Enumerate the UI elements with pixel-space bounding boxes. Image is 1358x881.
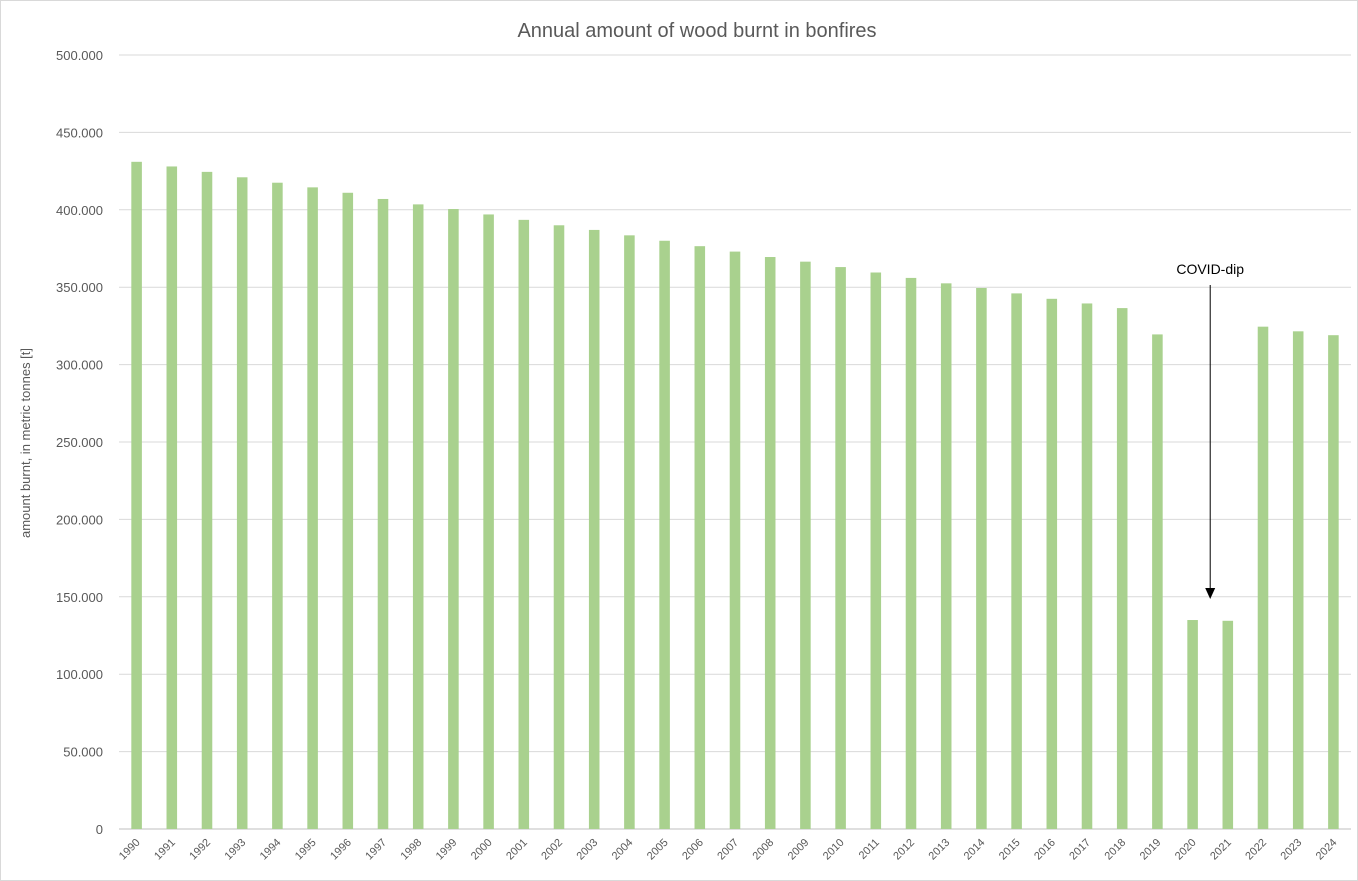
annotation-arrowhead	[1205, 588, 1216, 600]
bar-1995	[307, 187, 318, 829]
bar-1994	[272, 182, 283, 829]
y-tick-label: 400.000	[56, 203, 103, 218]
x-tick-label: 2006	[680, 837, 706, 863]
bar-2000	[483, 214, 494, 830]
x-tick-label: 2005	[645, 837, 671, 863]
x-tick-label: 2004	[610, 837, 636, 863]
bar-2012	[905, 277, 917, 829]
bar-2016	[1046, 298, 1058, 829]
bar-2011	[870, 272, 882, 829]
y-tick-label: 300.000	[56, 358, 103, 373]
x-tick-label: 2007	[715, 837, 741, 863]
bar-2021	[1222, 620, 1234, 829]
bar-1993	[236, 177, 248, 830]
x-tick-label: 2003	[575, 837, 601, 863]
bar-2009	[800, 261, 811, 830]
x-tick-label: 2008	[751, 837, 777, 863]
bar-2005	[659, 240, 670, 829]
bar-2010	[835, 267, 846, 829]
y-tick-label: 150.000	[56, 590, 103, 605]
bar-2001	[518, 219, 530, 829]
x-tick-label: 1990	[117, 837, 143, 863]
x-tick-label: 2002	[539, 837, 565, 863]
x-tick-label: 2014	[962, 837, 988, 863]
x-tick-label: 1996	[328, 837, 354, 863]
y-tick-label: 250.000	[56, 435, 103, 450]
bar-2013	[940, 283, 952, 830]
x-tick-label: 2011	[857, 837, 882, 862]
bar-1999	[448, 209, 459, 829]
x-tick-label: 2016	[1032, 837, 1058, 863]
bar-2017	[1081, 303, 1093, 830]
y-tick-label: 350.000	[56, 280, 103, 295]
y-tick-label: 200.000	[56, 512, 103, 527]
y-tick-label: 50.000	[63, 745, 103, 760]
y-axis-ticks: 0 50.000 100.000 150.000 200.000 250.000 300.0…	[56, 48, 103, 837]
x-tick-label: 2019	[1138, 837, 1164, 863]
x-tick-label: 1992	[187, 837, 213, 863]
bar-2020	[1187, 620, 1198, 829]
x-tick-label: 2020	[1173, 837, 1199, 863]
bar-2002	[553, 225, 565, 829]
bar-2024	[1328, 335, 1339, 829]
chart-title: Annual amount of wood burnt in bonfires	[517, 20, 876, 42]
x-tick-label: 1991	[152, 837, 178, 863]
bar-2023	[1292, 331, 1304, 829]
bar-2019	[1152, 334, 1163, 829]
x-tick-label: 2017	[1067, 837, 1093, 863]
x-tick-label: 2010	[821, 837, 847, 863]
bar-2004	[624, 235, 635, 830]
x-tick-label: 1994	[258, 837, 284, 863]
x-tick-label: 2009	[786, 837, 812, 863]
annotation-covid-dip: COVID-dip	[1176, 261, 1244, 600]
bar-2007	[729, 251, 741, 829]
bar-1991	[166, 166, 178, 829]
x-tick-label: 1999	[434, 837, 460, 863]
x-tick-label: 2001	[504, 837, 530, 863]
x-tick-label: 2024	[1314, 837, 1340, 863]
bars	[131, 161, 1339, 830]
y-axis-label: amount burnt, in metric tonnes [t]	[18, 348, 33, 538]
x-tick-label: 2013	[927, 837, 953, 863]
annotation-text: COVID-dip	[1176, 261, 1244, 277]
x-tick-label: 2021	[1208, 837, 1234, 863]
x-tick-label: 2015	[997, 837, 1023, 863]
bar-1992	[201, 171, 213, 829]
y-tick-label: 450.000	[56, 125, 103, 140]
x-tick-label: 1995	[293, 837, 319, 863]
x-tick-label: 1993	[223, 837, 249, 863]
bar-2022	[1257, 326, 1269, 829]
x-tick-label: 2000	[469, 837, 495, 863]
bar-2006	[694, 246, 706, 830]
bar-2018	[1116, 308, 1128, 829]
x-tick-label: 2023	[1279, 837, 1305, 863]
y-tick-label: 500.000	[56, 48, 103, 63]
bar-1990	[131, 161, 142, 829]
x-axis-ticks: 1990 1991 1992 1993 1994 1995 1996 1997 1998 1999…	[117, 837, 1340, 863]
y-tick-label: 100.000	[56, 667, 103, 682]
y-tick-label: 0	[96, 822, 103, 837]
bar-2003	[588, 229, 600, 829]
bar-1996	[342, 192, 354, 830]
bar-1998	[412, 204, 424, 829]
x-tick-label: 1997	[363, 837, 389, 863]
bar-2014	[976, 287, 987, 829]
x-tick-label: 2022	[1243, 837, 1269, 863]
x-tick-label: 1998	[399, 837, 425, 863]
x-tick-label: 2018	[1103, 837, 1129, 863]
bar-1997	[377, 198, 389, 830]
bar-2015	[1011, 293, 1022, 830]
bar-2008	[764, 257, 776, 829]
x-tick-label: 2012	[891, 837, 917, 863]
